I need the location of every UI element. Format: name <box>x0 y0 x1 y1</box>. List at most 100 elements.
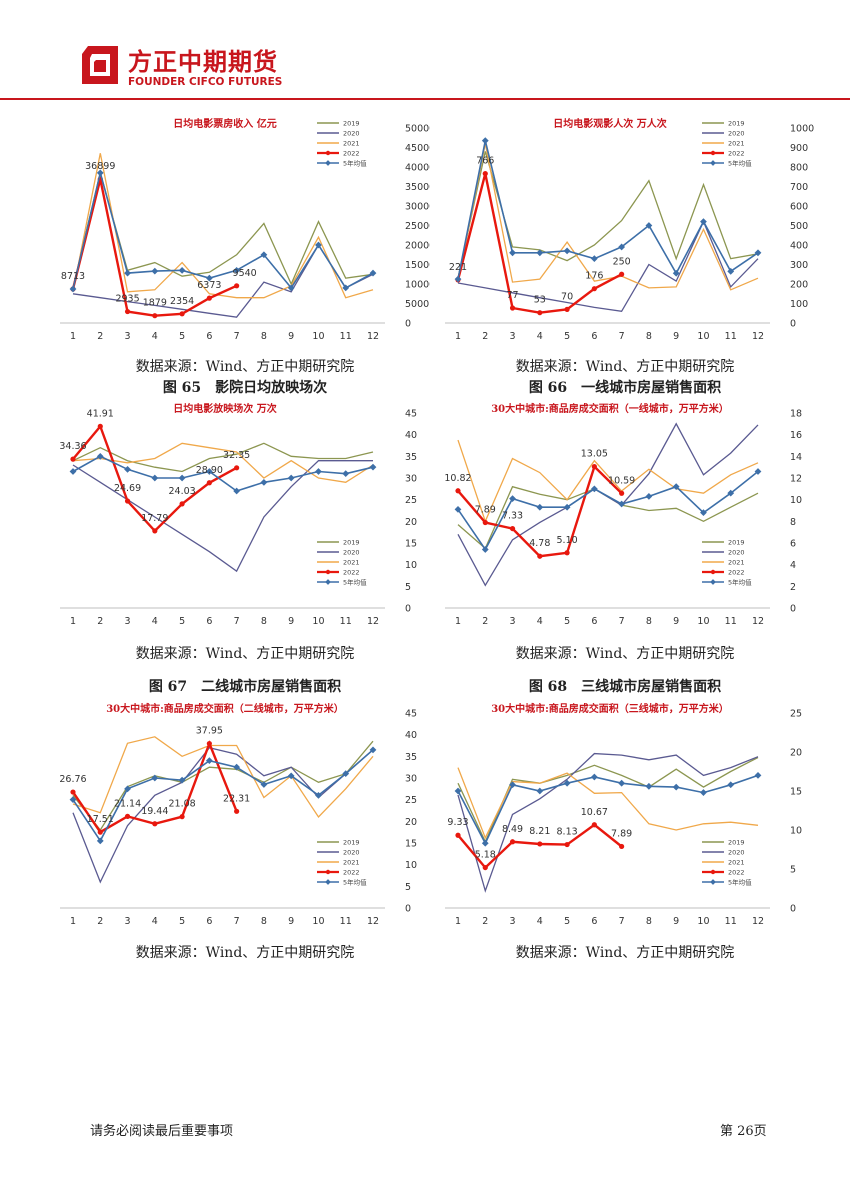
y-tick-label: 10000 <box>405 280 430 291</box>
point-2022 <box>179 814 185 820</box>
x-tick-label: 6 <box>206 616 212 627</box>
legend-label: 2021 <box>728 559 745 567</box>
chart-tier3-sales-area: 30大中城市:商品房成交面积（三线城市，万平方米）1 2 3 4 5 6 7 8 9 10 11 12… <box>445 702 802 927</box>
legend-marker <box>325 150 331 156</box>
y-tick-label: 25 <box>405 795 417 806</box>
data-label-2022: 221 <box>449 262 467 273</box>
brand-name-chinese: 方正中期期货 <box>128 48 278 76</box>
y-tick-label: 10 <box>405 560 417 571</box>
point-2022 <box>152 313 158 319</box>
legend-label: 2022 <box>343 869 360 877</box>
y-tick-label: 600 <box>790 202 808 213</box>
y-tick-label: 700 <box>790 182 808 193</box>
series-line-avg <box>457 140 759 280</box>
chart-daily-screenings: 日均电影放映场次 万次1 2 3 4 5 6 7 8 9 10 11 1205101520253035… <box>59 402 417 627</box>
data-label-2022: 70 <box>561 291 573 302</box>
y-tick-label: 100 <box>790 299 808 310</box>
x-tick-label: 6 <box>206 916 212 927</box>
y-tick-label: 14 <box>790 452 802 463</box>
data-label-2022: 5.10 <box>557 535 578 546</box>
series-line-avg <box>457 774 759 846</box>
data-label-2022: 17.79 <box>141 513 168 524</box>
data-label-2022: 37.95 <box>196 726 223 737</box>
point-2022 <box>591 464 597 470</box>
x-tick-label: 2 <box>482 331 488 342</box>
y-tick-label: 5000 <box>405 299 429 310</box>
legend-label: 5年均值 <box>343 159 367 168</box>
x-tick-label: 8 <box>646 331 652 342</box>
y-tick-label: 15 <box>405 539 417 550</box>
x-tick-label: 12 <box>752 916 764 927</box>
x-tick-label: 4 <box>537 916 543 927</box>
x-tick-label: 7 <box>234 616 240 627</box>
point-2022 <box>482 864 488 871</box>
x-tick-label: 4 <box>152 916 158 927</box>
data-label-2022: 10.67 <box>581 807 608 818</box>
point-avg <box>590 773 598 781</box>
legend-marker <box>325 569 331 575</box>
series-line-2021 <box>72 153 374 299</box>
data-label-2022: 7.89 <box>611 828 632 839</box>
point-avg <box>287 474 295 482</box>
point-2022 <box>482 519 488 526</box>
point-avg <box>727 781 735 789</box>
point-avg <box>69 468 77 475</box>
y-tick-label: 5 <box>405 582 411 593</box>
point-2022 <box>97 423 103 429</box>
legend-marker <box>325 160 331 166</box>
legend-label: 2021 <box>728 859 745 867</box>
y-tick-label: 25000 <box>405 221 430 232</box>
point-avg <box>454 275 462 283</box>
legend-label: 2019 <box>343 839 360 847</box>
point-2022 <box>206 740 212 747</box>
data-label-2022: 41.91 <box>87 408 114 419</box>
footer-page-number: 第 26页 <box>720 1124 767 1139</box>
point-avg <box>151 774 159 782</box>
y-tick-label: 1000 <box>790 124 814 135</box>
point-avg <box>672 269 680 277</box>
y-tick-label: 300 <box>790 260 808 271</box>
point-2022 <box>206 295 212 301</box>
data-label-2022: 2354 <box>170 296 194 307</box>
point-avg <box>536 787 544 795</box>
point-2022 <box>70 456 76 462</box>
x-tick-label: 8 <box>261 916 267 927</box>
x-tick-label: 1 <box>455 331 461 342</box>
x-tick-label: 3 <box>125 616 131 627</box>
x-tick-label: 12 <box>367 916 379 927</box>
point-avg <box>645 782 653 790</box>
data-label-2022: 53 <box>534 295 546 306</box>
legend-label: 2020 <box>343 549 360 557</box>
y-tick-label: 12 <box>790 474 802 485</box>
x-tick-label: 5 <box>179 331 185 342</box>
legend-label: 2021 <box>343 559 360 567</box>
x-tick-label: 7 <box>234 331 240 342</box>
y-tick-label: 25 <box>405 495 417 506</box>
x-tick-label: 4 <box>537 331 543 342</box>
point-2022 <box>509 305 516 311</box>
legend-label: 2021 <box>343 859 360 867</box>
data-label-2022: 7.33 <box>502 511 523 522</box>
y-tick-label: 20 <box>405 517 417 528</box>
point-avg <box>618 779 626 787</box>
y-tick-label: 35 <box>405 452 417 463</box>
series-line-avg <box>72 455 374 492</box>
data-label-2022: 17.51 <box>87 814 114 825</box>
point-2022 <box>619 843 625 850</box>
x-tick-label: 9 <box>288 916 294 927</box>
point-2022 <box>124 308 131 315</box>
chart-title: 日均电影观影人次 万人次 <box>553 117 666 130</box>
x-tick-label: 1 <box>70 616 76 627</box>
y-tick-label: 45000 <box>405 143 430 154</box>
point-2022 <box>482 171 488 177</box>
y-tick-label: 0 <box>405 604 411 615</box>
y-tick-label: 30000 <box>405 202 430 213</box>
legend-label: 5年均值 <box>728 159 752 168</box>
point-2022 <box>234 465 240 471</box>
point-avg <box>481 137 489 145</box>
legend-marker <box>710 869 716 875</box>
x-tick-label: 7 <box>619 616 625 627</box>
data-label-2022: 8.49 <box>502 824 523 835</box>
point-2022 <box>206 480 212 486</box>
y-tick-label: 400 <box>790 241 808 252</box>
